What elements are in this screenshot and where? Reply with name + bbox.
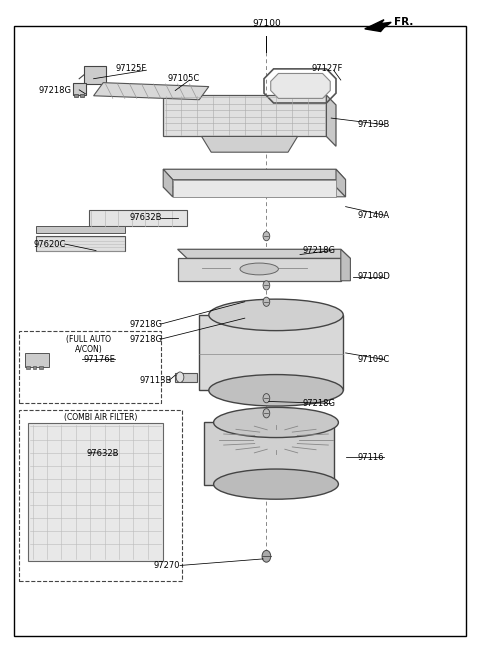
Text: 97270: 97270 bbox=[154, 561, 180, 570]
Bar bbox=[80, 94, 84, 97]
Text: 97218G: 97218G bbox=[302, 399, 336, 408]
Bar bbox=[33, 366, 36, 369]
Text: 97632B: 97632B bbox=[86, 449, 119, 459]
Polygon shape bbox=[341, 249, 350, 281]
Polygon shape bbox=[326, 95, 336, 146]
Circle shape bbox=[263, 409, 270, 418]
Text: (COMBI AIR FILTER): (COMBI AIR FILTER) bbox=[64, 413, 137, 422]
Text: 97140A: 97140A bbox=[358, 211, 390, 220]
Text: 97109D: 97109D bbox=[358, 272, 390, 281]
Circle shape bbox=[263, 297, 270, 306]
Polygon shape bbox=[28, 423, 163, 561]
Ellipse shape bbox=[214, 407, 338, 438]
Text: 97176E: 97176E bbox=[84, 355, 116, 364]
Bar bbox=[25, 353, 49, 367]
Text: 97127F: 97127F bbox=[312, 64, 343, 73]
Ellipse shape bbox=[209, 299, 343, 331]
Polygon shape bbox=[36, 236, 125, 251]
Bar bbox=[84, 66, 106, 84]
Text: 97218G: 97218G bbox=[302, 246, 336, 255]
Circle shape bbox=[262, 550, 271, 562]
Text: 97139B: 97139B bbox=[358, 120, 390, 129]
Text: 97632B: 97632B bbox=[130, 213, 162, 222]
Ellipse shape bbox=[214, 469, 338, 499]
Polygon shape bbox=[94, 83, 209, 100]
Polygon shape bbox=[163, 95, 326, 136]
Circle shape bbox=[263, 394, 270, 403]
Polygon shape bbox=[173, 180, 336, 197]
Text: 97218G: 97218G bbox=[130, 335, 163, 344]
Text: 97105C: 97105C bbox=[168, 74, 200, 83]
Text: 97620C: 97620C bbox=[34, 239, 66, 249]
Bar bbox=[19, 331, 161, 403]
Polygon shape bbox=[271, 73, 330, 98]
Bar bbox=[26, 366, 30, 369]
Ellipse shape bbox=[209, 375, 343, 406]
Circle shape bbox=[263, 281, 270, 290]
Bar bbox=[19, 410, 182, 581]
FancyBboxPatch shape bbox=[204, 422, 334, 485]
Text: (FULL AUTO
A/CON): (FULL AUTO A/CON) bbox=[66, 335, 111, 354]
Polygon shape bbox=[163, 169, 173, 197]
Text: 97125F: 97125F bbox=[115, 64, 146, 73]
Text: 97100: 97100 bbox=[252, 19, 281, 28]
Polygon shape bbox=[163, 187, 346, 197]
Text: 97116: 97116 bbox=[358, 453, 384, 462]
Polygon shape bbox=[163, 169, 346, 180]
Circle shape bbox=[176, 372, 184, 382]
Bar bbox=[36, 226, 125, 233]
Bar bbox=[74, 94, 78, 97]
Text: 97218G: 97218G bbox=[38, 86, 72, 95]
Polygon shape bbox=[365, 20, 391, 31]
FancyBboxPatch shape bbox=[199, 315, 343, 390]
Polygon shape bbox=[175, 373, 197, 382]
Text: 97113B: 97113B bbox=[139, 376, 171, 385]
Polygon shape bbox=[178, 249, 350, 258]
Polygon shape bbox=[89, 210, 187, 226]
Polygon shape bbox=[178, 258, 341, 281]
Text: 97218G: 97218G bbox=[130, 319, 163, 329]
Polygon shape bbox=[336, 169, 346, 197]
Text: FR.: FR. bbox=[394, 16, 413, 27]
Text: 97109C: 97109C bbox=[358, 355, 390, 364]
Ellipse shape bbox=[240, 263, 278, 275]
Bar bbox=[73, 83, 86, 95]
Polygon shape bbox=[202, 136, 298, 152]
Bar bbox=[39, 366, 43, 369]
Circle shape bbox=[263, 232, 270, 241]
